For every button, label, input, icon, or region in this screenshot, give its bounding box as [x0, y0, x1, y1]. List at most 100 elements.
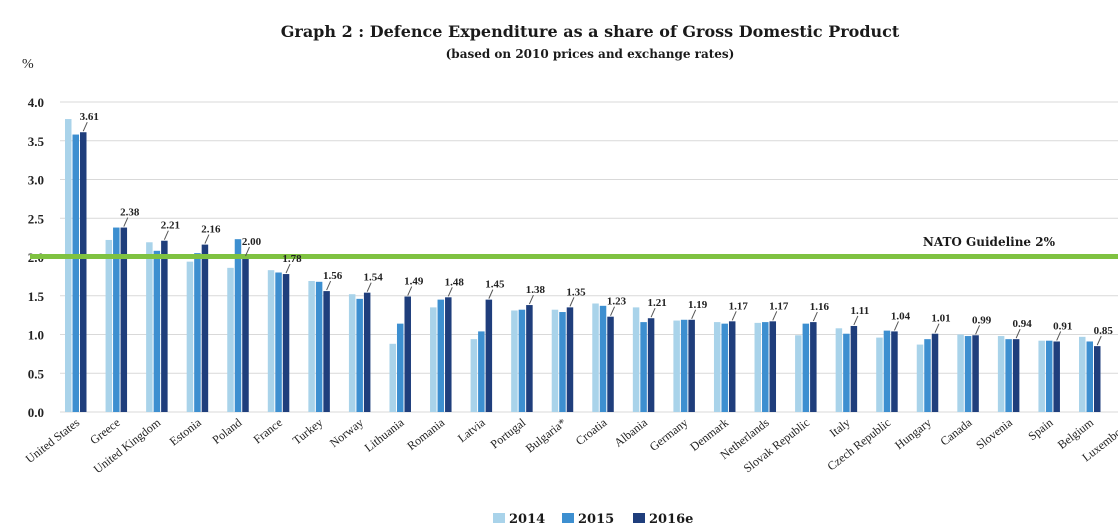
data-label: 1.49	[404, 276, 424, 288]
bar-2014	[1079, 336, 1086, 412]
bar-2016e	[769, 321, 777, 412]
bar-2014	[957, 334, 964, 412]
x-tick-label: Canada	[937, 415, 975, 449]
bar-2016e	[850, 325, 858, 412]
x-tick-label: Germany	[647, 415, 691, 454]
data-label: 0.94	[1013, 318, 1033, 330]
bar-2015	[518, 309, 526, 412]
bar-2014	[592, 303, 599, 412]
x-tick-label: Albania	[611, 415, 650, 450]
data-label: 1.23	[607, 296, 627, 308]
y-tick-label: 0.0	[28, 405, 44, 420]
data-label: 1.48	[445, 276, 465, 288]
bar-2016e	[688, 319, 695, 412]
bar-2015	[113, 227, 120, 412]
y-tick-label: 1.0	[28, 328, 44, 343]
bar-2015	[234, 239, 242, 412]
x-tick-label: Hungary	[892, 415, 934, 452]
bar-2015	[396, 323, 404, 412]
data-label-leader	[1096, 335, 1102, 346]
x-tick-label: Norway	[327, 415, 366, 450]
x-tick-label: Poland	[209, 415, 244, 447]
data-label: 2.16	[201, 224, 221, 236]
bar-2014	[997, 336, 1005, 412]
bar-2016e	[931, 333, 939, 412]
bar-2015	[478, 331, 485, 412]
data-label: 1.38	[526, 284, 546, 296]
data-label-leader	[447, 287, 453, 297]
x-tick-label: Italy	[827, 415, 853, 440]
x-tick-label: France	[251, 415, 285, 446]
bar-2015	[356, 298, 363, 412]
bar-2014	[795, 335, 802, 412]
bar-2014	[754, 322, 762, 412]
data-label-leader	[82, 122, 88, 132]
guideline-layer: NATO Guideline 2%	[30, 235, 1118, 259]
bar-2016e	[201, 244, 209, 412]
bar-2016e	[647, 318, 655, 412]
legend-swatch-2015	[562, 513, 574, 523]
bar-2016e	[810, 322, 817, 412]
data-label-leader	[123, 217, 129, 227]
bar-2015	[843, 333, 850, 412]
data-label-leader	[1015, 328, 1021, 339]
bar-2014	[348, 294, 356, 412]
guideline-label: NATO Guideline 2%	[923, 235, 1056, 249]
data-label-leader	[772, 311, 778, 321]
data-label: 3.61	[80, 111, 99, 123]
bar-2016e	[891, 331, 898, 412]
bar-2014	[227, 267, 234, 412]
bar-2015	[194, 253, 201, 412]
data-label-leader	[812, 311, 818, 322]
bar-2015	[72, 134, 79, 413]
data-label-leader	[893, 321, 899, 331]
data-labels: 3.61 2.38 2.21 2.16 2.00 1.78 1.56 1.54 1.49 1.48…	[80, 111, 1114, 346]
bar-2016e	[80, 132, 87, 412]
x-tick-label: Bulgaria*	[523, 415, 569, 455]
data-label-leader	[366, 282, 372, 292]
data-label: 1.56	[323, 270, 343, 282]
x-tick-label: Croatia	[573, 415, 610, 448]
y-tick-label: 2.5	[28, 211, 45, 226]
data-label: 1.01	[931, 313, 950, 325]
bars	[65, 119, 1101, 413]
data-label: 2.21	[161, 220, 180, 232]
bar-2014	[308, 281, 315, 412]
bar-2016e	[323, 291, 330, 412]
bar-2014	[876, 337, 883, 412]
data-label: 1.78	[282, 253, 302, 265]
data-label: 1.19	[688, 299, 708, 311]
bar-2014	[511, 310, 518, 412]
bar-2015	[802, 323, 810, 412]
chart-subtitle: (based on 2010 prices and exchange rates…	[446, 47, 735, 61]
data-label: 1.11	[851, 305, 870, 317]
y-tick-label: 0.5	[28, 366, 45, 381]
bar-2014	[146, 242, 153, 412]
data-label: 0.85	[1094, 325, 1114, 337]
bar-2014	[673, 320, 680, 412]
bar-2016e	[1094, 346, 1101, 412]
bar-2014	[470, 339, 478, 412]
data-label-leader	[407, 286, 413, 296]
y-axis-label: %	[22, 57, 34, 72]
data-label-leader	[326, 280, 332, 291]
bar-2016e	[1053, 341, 1060, 412]
chart-title: Graph 2 : Defence Expenditure as a share…	[281, 22, 900, 41]
x-tick-label: Greece	[87, 415, 122, 447]
x-tick-label: Spain	[1025, 415, 1055, 443]
bar-2015	[680, 319, 688, 412]
bar-2014	[632, 307, 640, 412]
data-label-leader	[731, 311, 737, 321]
bar-2015	[275, 272, 282, 412]
data-label: 1.35	[566, 286, 586, 298]
data-label-leader	[528, 294, 534, 305]
bar-2014	[835, 328, 843, 412]
bar-2016e	[445, 297, 452, 412]
data-label-leader	[691, 309, 697, 319]
bar-2015	[762, 322, 769, 412]
data-label: 0.91	[1053, 320, 1072, 332]
x-tick-label: Romania	[404, 415, 447, 453]
